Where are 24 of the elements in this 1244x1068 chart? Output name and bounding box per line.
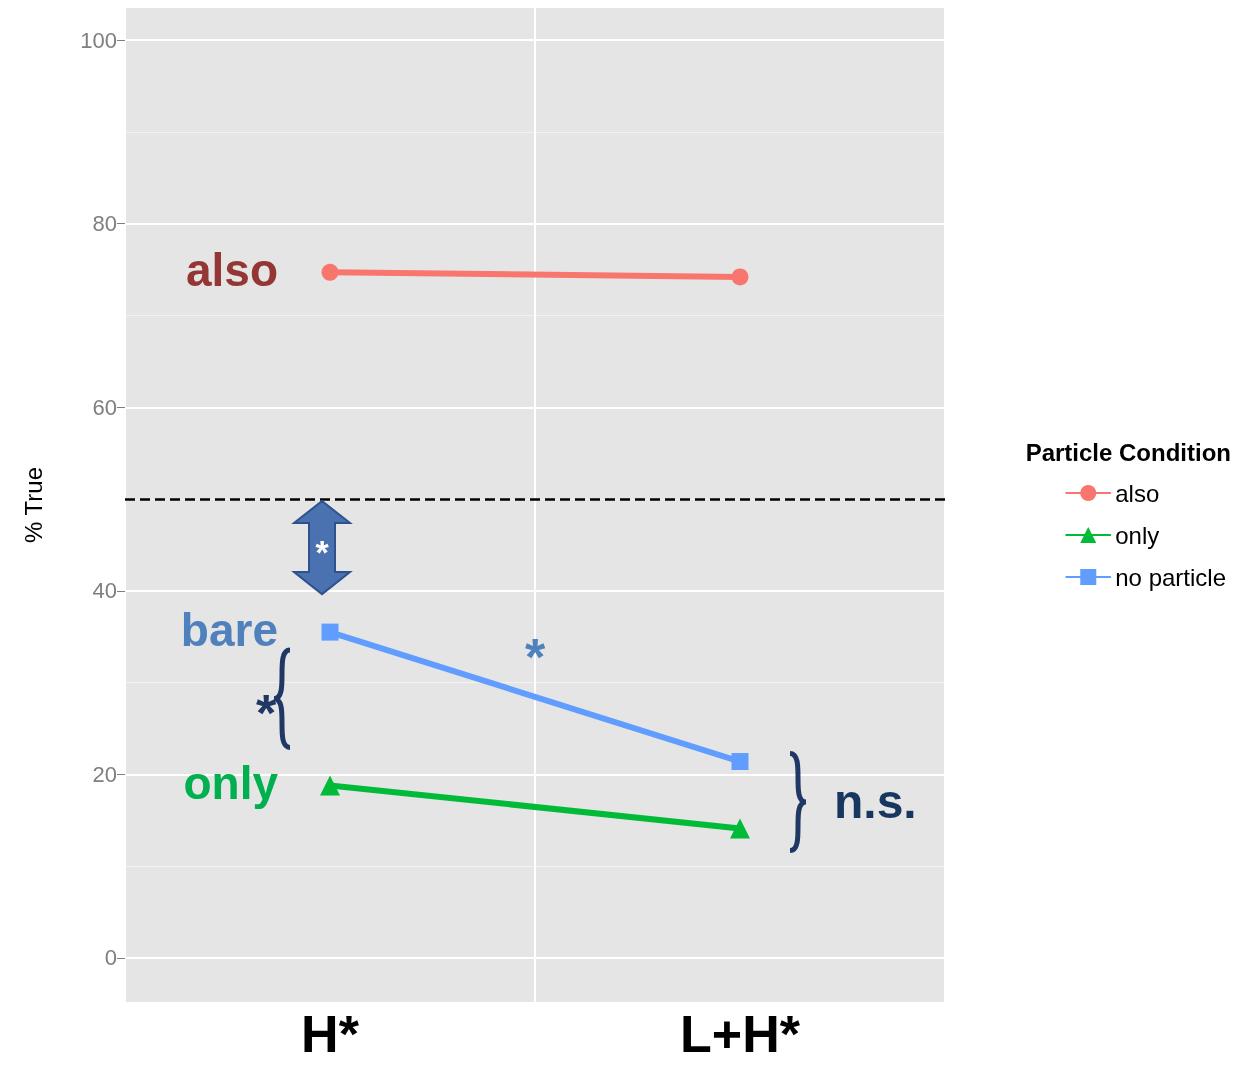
- y-tick-label: 80: [92, 211, 117, 237]
- y-tick-label: 0: [104, 945, 117, 971]
- x-tick-label: H*: [301, 1005, 360, 1063]
- point: [321, 623, 339, 641]
- annotation: also: [185, 244, 278, 297]
- annotation: *: [255, 683, 277, 742]
- point: [321, 263, 339, 281]
- annotation: only: [183, 757, 279, 810]
- y-tick-label: 60: [92, 394, 117, 420]
- annotation: n.s.: [834, 775, 917, 829]
- legend-label: also: [1115, 479, 1160, 507]
- y-tick-label: 40: [92, 578, 117, 604]
- annotation: bare: [180, 604, 278, 657]
- y-tick-label: 100: [80, 27, 117, 53]
- y-axis-title: % True: [19, 466, 47, 544]
- point: [731, 268, 749, 286]
- x-tick-label: L+H*: [680, 1005, 801, 1063]
- legend-label: only: [1115, 521, 1160, 549]
- point: [731, 753, 749, 771]
- y-tick-label: 20: [92, 761, 117, 787]
- annotation: *: [315, 532, 330, 571]
- legend-title: Particle Condition: [1025, 438, 1232, 466]
- annotation: *: [524, 627, 546, 686]
- legend-label: no particle: [1115, 563, 1226, 591]
